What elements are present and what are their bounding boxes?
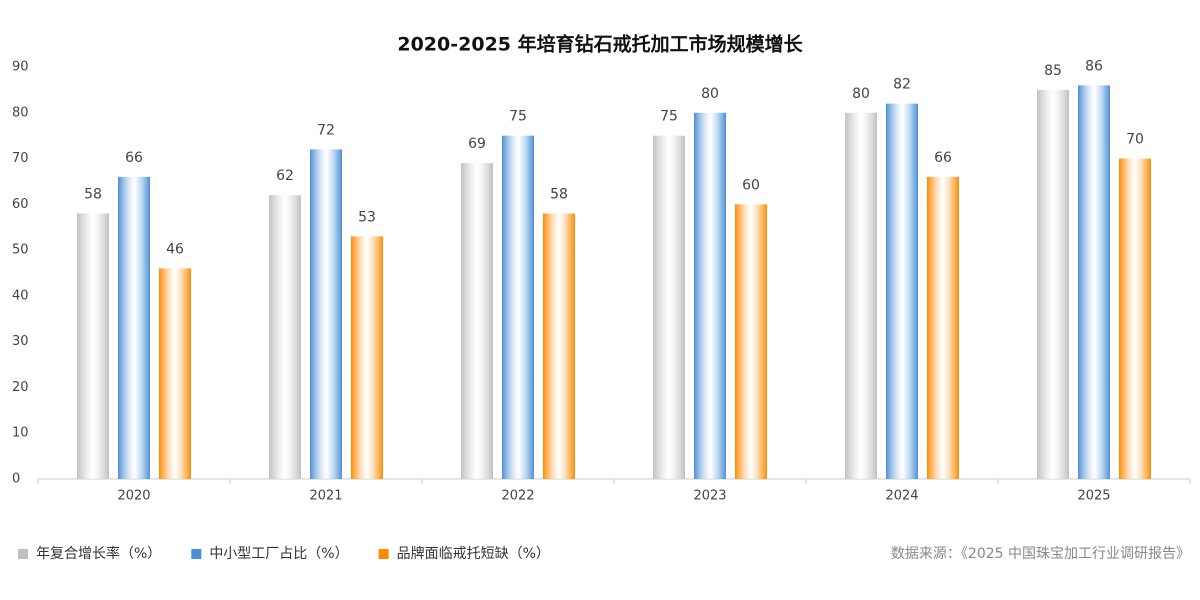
bar bbox=[694, 112, 726, 480]
y-tick-label: 30 bbox=[12, 334, 29, 349]
value-label: 80 bbox=[701, 86, 719, 102]
bar bbox=[118, 176, 150, 479]
value-label: 69 bbox=[468, 136, 486, 152]
legend-swatch bbox=[18, 549, 28, 559]
chart-title: 2020-2025 年培育钻石戒托加工市场规模增长 bbox=[397, 33, 803, 56]
legend-label: 中小型工厂占比（%） bbox=[209, 546, 348, 562]
legend-swatch bbox=[378, 549, 389, 559]
value-label: 70 bbox=[1126, 132, 1144, 148]
bar bbox=[77, 213, 109, 479]
value-label: 85 bbox=[1044, 63, 1062, 79]
value-label: 75 bbox=[509, 109, 527, 125]
value-label: 58 bbox=[550, 186, 568, 202]
bar bbox=[1119, 158, 1151, 480]
value-label: 80 bbox=[852, 86, 870, 102]
legend-label: 品牌面临戒托短缺（%） bbox=[397, 545, 550, 562]
y-tick-label: 80 bbox=[12, 105, 29, 120]
bar bbox=[461, 163, 493, 479]
value-label: 75 bbox=[660, 109, 678, 125]
bar bbox=[543, 213, 575, 479]
x-tick-label: 2021 bbox=[309, 489, 342, 504]
value-label: 72 bbox=[317, 122, 335, 138]
bar bbox=[269, 195, 301, 479]
bar bbox=[1037, 89, 1069, 479]
value-label: 53 bbox=[358, 209, 376, 225]
bar bbox=[735, 204, 767, 480]
value-label: 66 bbox=[125, 150, 143, 166]
bar bbox=[310, 149, 342, 479]
bar bbox=[886, 103, 918, 479]
bar bbox=[1078, 85, 1110, 480]
bar bbox=[653, 135, 685, 479]
x-tick-label: 2022 bbox=[501, 489, 534, 504]
y-tick-label: 0 bbox=[12, 472, 20, 487]
y-tick-label: 50 bbox=[12, 243, 29, 258]
legend-swatch bbox=[191, 549, 202, 559]
bar bbox=[927, 176, 959, 479]
value-label: 86 bbox=[1085, 58, 1103, 74]
value-label: 66 bbox=[934, 150, 952, 166]
value-label: 82 bbox=[893, 77, 911, 93]
value-label: 62 bbox=[276, 168, 294, 184]
y-tick-label: 90 bbox=[12, 60, 29, 75]
bar bbox=[159, 268, 191, 479]
x-tick-label: 2020 bbox=[117, 489, 150, 504]
value-label: 58 bbox=[84, 186, 102, 202]
bar bbox=[502, 135, 534, 479]
y-tick-label: 70 bbox=[12, 151, 29, 166]
value-label: 46 bbox=[166, 241, 184, 257]
bar bbox=[845, 112, 877, 480]
source-note: 数据来源：《2025 中国珠宝加工行业调研报告》 bbox=[891, 546, 1190, 562]
x-tick-label: 2024 bbox=[885, 489, 918, 504]
y-tick-label: 40 bbox=[12, 288, 29, 303]
y-tick-label: 10 bbox=[12, 426, 29, 441]
y-tick-label: 60 bbox=[12, 197, 29, 212]
legend-label: 年复合增长率（%） bbox=[36, 545, 161, 562]
x-tick-label: 2023 bbox=[693, 489, 726, 504]
y-tick-label: 20 bbox=[12, 380, 29, 395]
bar bbox=[351, 236, 383, 479]
value-label: 60 bbox=[742, 177, 760, 193]
x-tick-label: 2025 bbox=[1077, 489, 1110, 504]
